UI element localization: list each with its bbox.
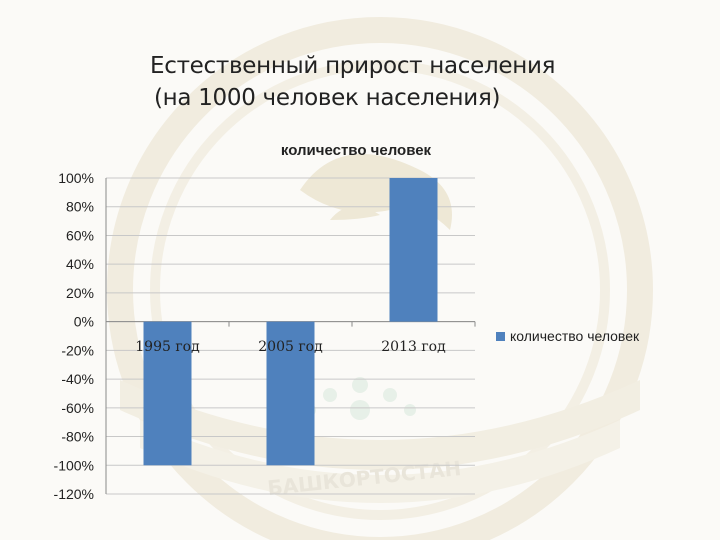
y-tick-label: -20% bbox=[61, 342, 94, 358]
bar-1 bbox=[143, 321, 192, 466]
x-tick-label: 2013 год bbox=[381, 339, 446, 355]
x-tick-label: 2005 год bbox=[258, 339, 323, 355]
y-tick-label: -100% bbox=[54, 457, 94, 473]
legend-swatch bbox=[496, 332, 505, 341]
bar-3 bbox=[389, 178, 438, 322]
x-tick-label: 1995 год bbox=[135, 339, 200, 355]
y-tick-label: 40% bbox=[66, 256, 94, 272]
y-tick-label: 20% bbox=[66, 285, 94, 301]
y-tick-label: 60% bbox=[66, 227, 94, 243]
y-tick-label: 100% bbox=[58, 170, 94, 186]
y-tick-label: -60% bbox=[61, 400, 94, 416]
y-tick-label: 0% bbox=[74, 314, 94, 330]
y-tick-label: -80% bbox=[61, 429, 94, 445]
bar-2 bbox=[266, 321, 315, 466]
y-tick-label: -120% bbox=[54, 486, 94, 502]
page-title-line-1: Естественный прирост населения bbox=[150, 53, 556, 79]
page-title: Естественный прирост населения (на 1000 … bbox=[150, 50, 630, 114]
chart-title: количество человек bbox=[281, 142, 432, 159]
y-tick-label: 80% bbox=[66, 199, 94, 215]
page-title-line-2: (на 1000 человек населения) bbox=[154, 85, 501, 111]
legend-label: количество человек bbox=[510, 328, 640, 344]
y-tick-label: -40% bbox=[61, 371, 94, 387]
